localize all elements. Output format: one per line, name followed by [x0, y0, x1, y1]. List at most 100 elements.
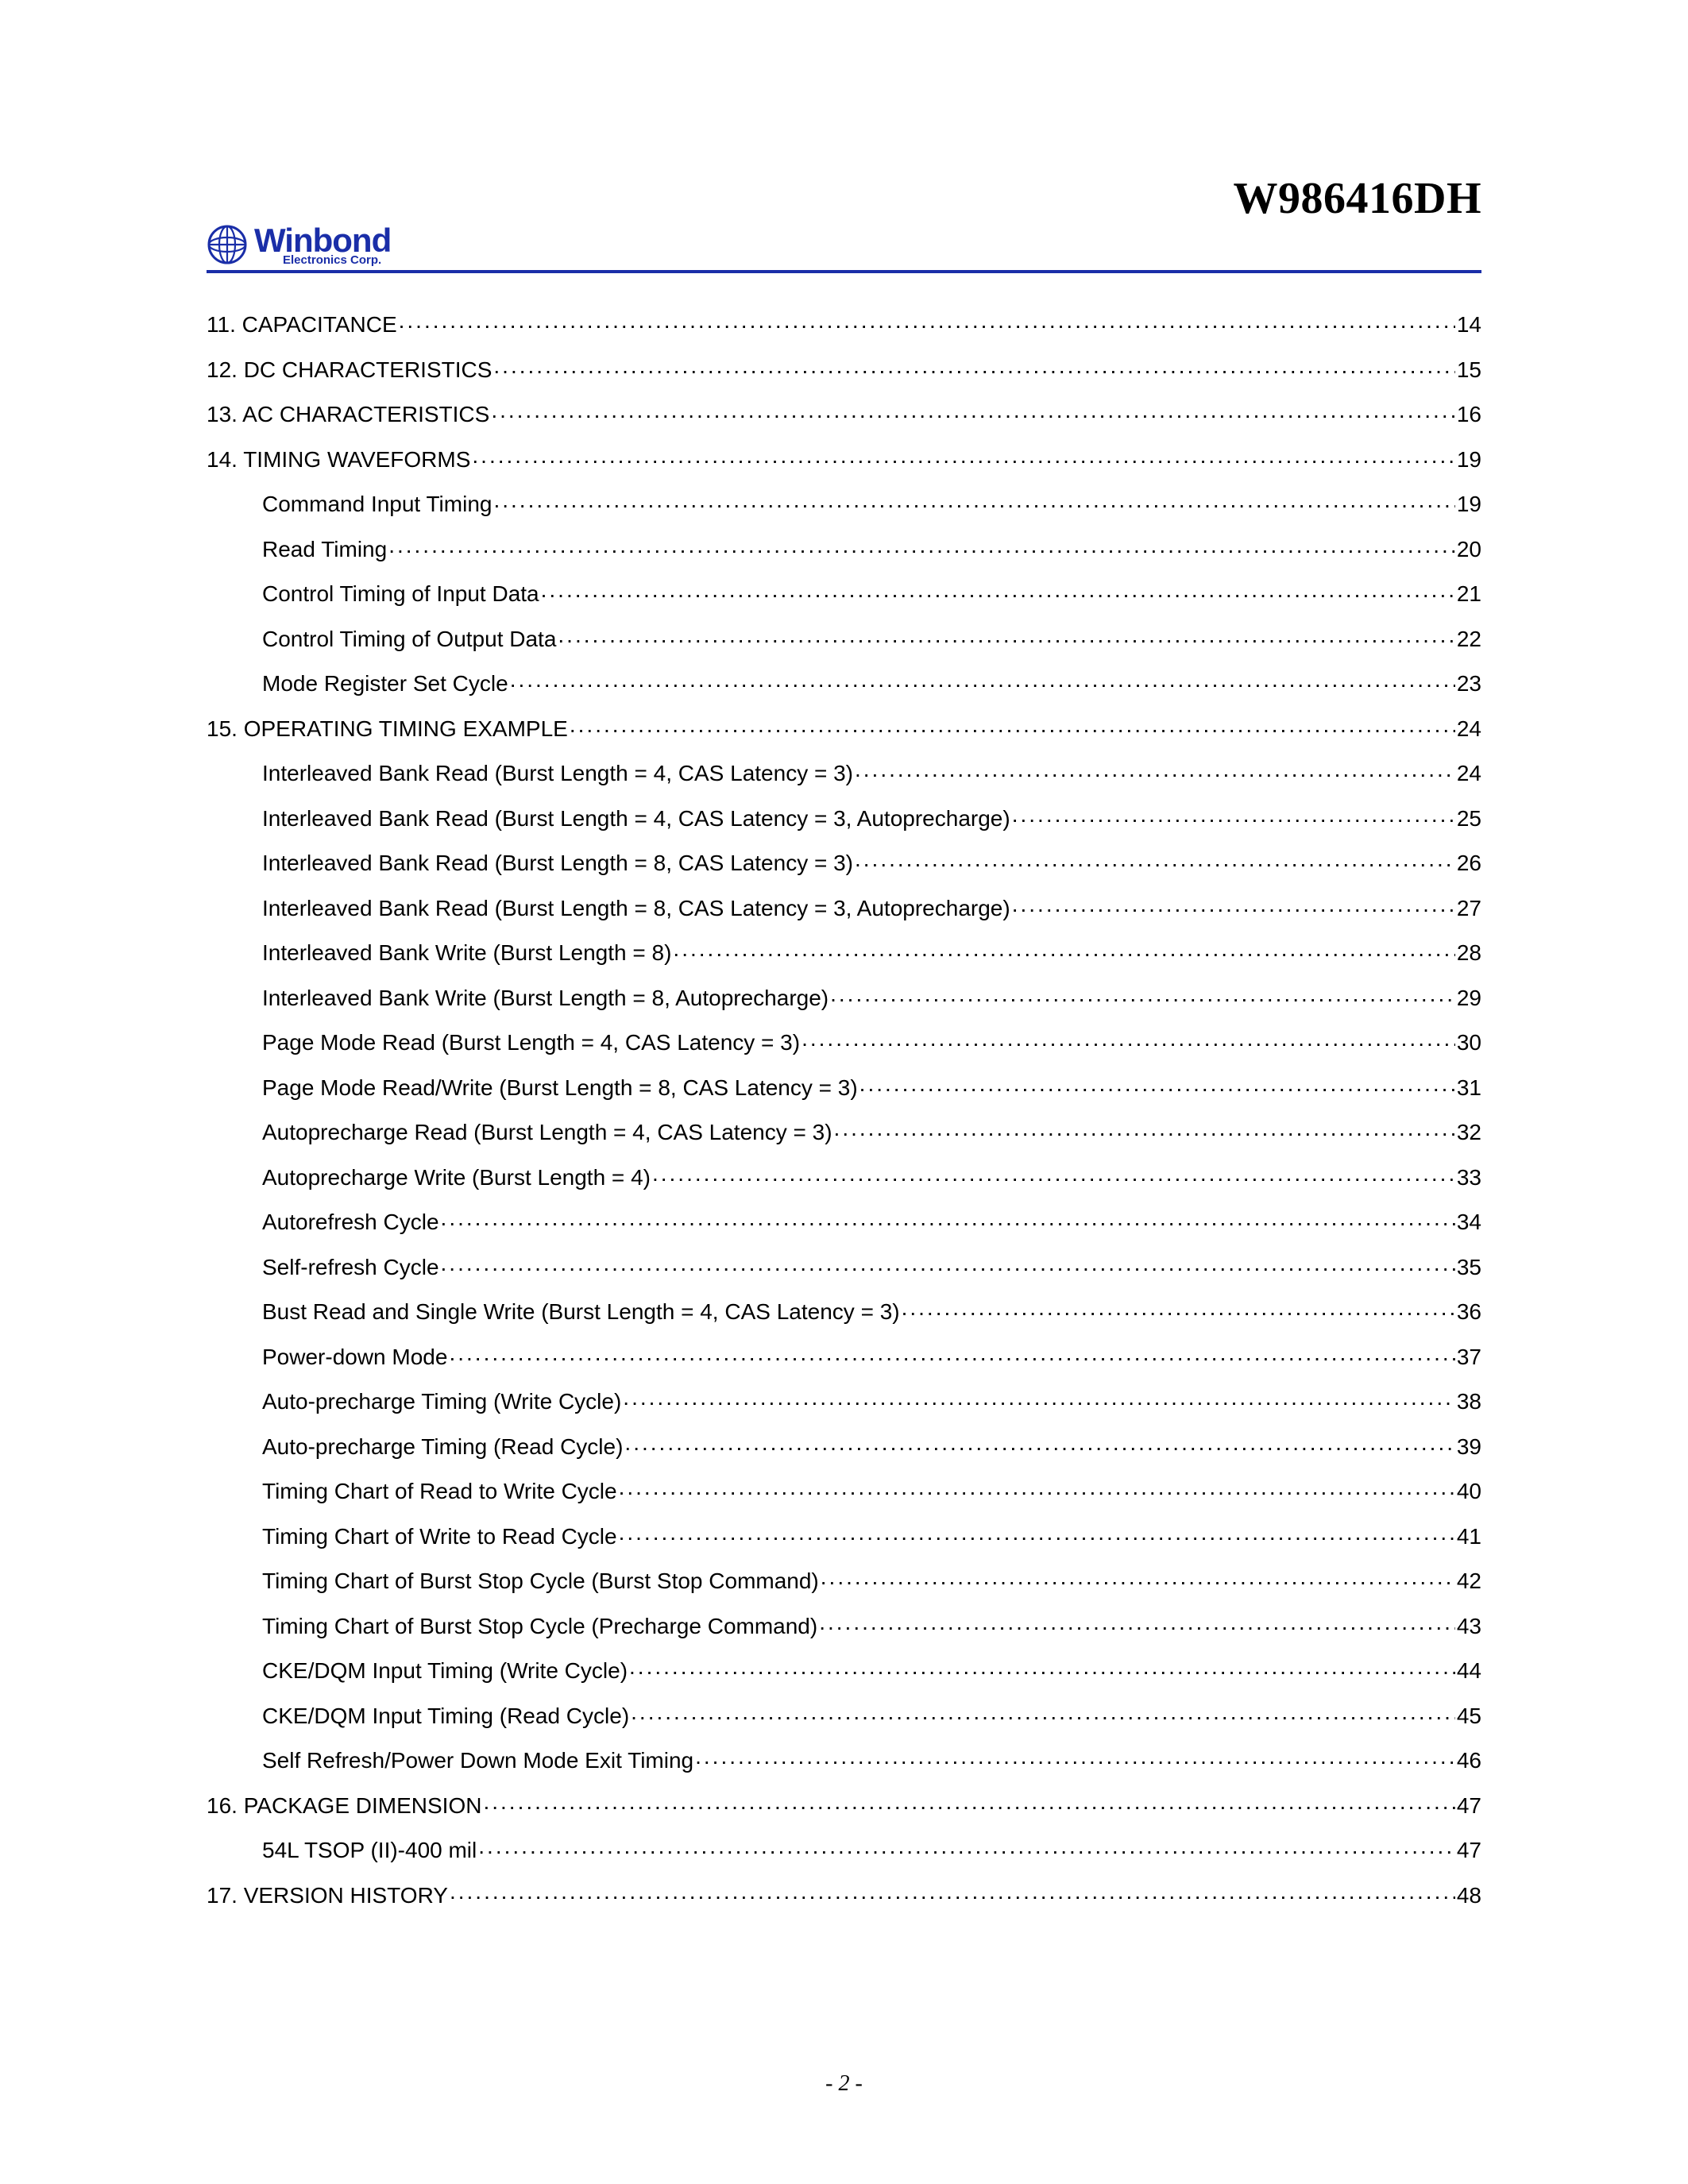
- brand-logo: Winbond Electronics Corp.: [207, 224, 391, 266]
- toc-label: Timing Chart of Write to Read Cycle: [262, 1526, 617, 1548]
- toc-page: 22: [1457, 628, 1481, 650]
- toc-label: 13. AC CHARACTERISTICS: [207, 403, 489, 426]
- toc-page: 32: [1457, 1121, 1481, 1144]
- brand-name: Winbond: [254, 224, 391, 257]
- toc-label: Control Timing of Input Data: [262, 583, 539, 605]
- toc-page: 44: [1457, 1660, 1481, 1682]
- toc-entry: Timing Chart of Burst Stop Cycle (Burst …: [207, 1566, 1481, 1592]
- brand-subtitle: Electronics Corp.: [283, 254, 391, 266]
- toc-entry: Page Mode Read/Write (Burst Length = 8, …: [207, 1073, 1481, 1099]
- toc-entry: Bust Read and Single Write (Burst Length…: [207, 1297, 1481, 1323]
- toc-leader: [1012, 804, 1455, 826]
- toc-label: Command Input Timing: [262, 493, 492, 515]
- toc-label: CKE/DQM Input Timing (Write Cycle): [262, 1660, 628, 1682]
- toc-leader: [472, 445, 1454, 467]
- toc-entry: Read Timing 20: [207, 534, 1481, 561]
- toc-leader: [695, 1746, 1455, 1768]
- toc-leader: [623, 1387, 1455, 1409]
- toc-entry: Timing Chart of Burst Stop Cycle (Precha…: [207, 1611, 1481, 1638]
- toc-entry: Self Refresh/Power Down Mode Exit Timing…: [207, 1746, 1481, 1772]
- toc-entry: Self-refresh Cycle35: [207, 1252, 1481, 1279]
- toc-page: 24: [1457, 718, 1481, 740]
- toc-label: Self-refresh Cycle: [262, 1256, 439, 1279]
- toc-page: 21: [1457, 583, 1481, 605]
- toc-label: Timing Chart of Read to Write Cycle: [262, 1480, 617, 1503]
- toc-entry: Page Mode Read (Burst Length = 4, CAS La…: [207, 1028, 1481, 1054]
- toc-page: 34: [1457, 1211, 1481, 1233]
- toc-label: Page Mode Read (Burst Length = 4, CAS La…: [262, 1032, 800, 1054]
- table-of-contents: 11. CAPACITANCE1412. DC CHARACTERISTICS1…: [207, 310, 1481, 1907]
- toc-entry: Control Timing of Input Data 21: [207, 579, 1481, 605]
- toc-page: 43: [1457, 1615, 1481, 1638]
- toc-label: Page Mode Read/Write (Burst Length = 8, …: [262, 1077, 858, 1099]
- toc-label: Power-down Mode: [262, 1346, 447, 1368]
- toc-label: Timing Chart of Burst Stop Cycle (Burst …: [262, 1570, 819, 1592]
- toc-entry: Interleaved Bank Read (Burst Length = 8,…: [207, 848, 1481, 874]
- toc-entry: CKE/DQM Input Timing (Read Cycle) 45: [207, 1701, 1481, 1727]
- toc-leader: [902, 1297, 1455, 1319]
- toc-leader: [449, 1342, 1454, 1364]
- toc-entry: Control Timing of Output Data22: [207, 624, 1481, 650]
- toc-page: 19: [1457, 493, 1481, 515]
- toc-leader: [802, 1028, 1455, 1050]
- toc-label: 16. PACKAGE DIMENSION: [207, 1795, 481, 1817]
- toc-entry: Power-down Mode 37: [207, 1342, 1481, 1368]
- toc-page: 16: [1457, 403, 1481, 426]
- toc-leader: [624, 1432, 1454, 1454]
- toc-entry: Interleaved Bank Write (Burst Length = 8…: [207, 983, 1481, 1009]
- toc-leader: [399, 310, 1455, 332]
- toc-page: 41: [1457, 1526, 1481, 1548]
- toc-entry: 14. TIMING WAVEFORMS 19: [207, 445, 1481, 471]
- toc-entry: Auto-precharge Timing (Read Cycle)39: [207, 1432, 1481, 1458]
- toc-entry: 54L TSOP (II)-400 mil47: [207, 1835, 1481, 1862]
- toc-entry: Autoprecharge Read (Burst Length = 4, CA…: [207, 1117, 1481, 1144]
- toc-leader: [619, 1476, 1455, 1499]
- toc-page: 38: [1457, 1391, 1481, 1413]
- toc-entry: 15. OPERATING TIMING EXAMPLE24: [207, 714, 1481, 740]
- toc-entry: Interleaved Bank Write (Burst Length = 8…: [207, 938, 1481, 964]
- toc-leader: [631, 1701, 1455, 1723]
- toc-entry: Autorefresh Cycle34: [207, 1207, 1481, 1233]
- toc-label: Self Refresh/Power Down Mode Exit Timing: [262, 1750, 693, 1772]
- toc-page: 46: [1457, 1750, 1481, 1772]
- toc-page: 37: [1457, 1346, 1481, 1368]
- toc-leader: [629, 1656, 1455, 1678]
- toc-page: 28: [1457, 942, 1481, 964]
- toc-leader: [493, 489, 1454, 511]
- toc-leader: [855, 848, 1455, 870]
- toc-label: Auto-precharge Timing (Read Cycle): [262, 1436, 623, 1458]
- toc-leader: [441, 1207, 1455, 1229]
- toc-label: Timing Chart of Burst Stop Cycle (Precha…: [262, 1615, 817, 1638]
- toc-label: Read Timing: [262, 538, 387, 561]
- page-number: - 2 -: [0, 2071, 1688, 2097]
- toc-page: 45: [1457, 1705, 1481, 1727]
- toc-entry: Timing Chart of Write to Read Cycle 41: [207, 1522, 1481, 1548]
- toc-leader: [819, 1611, 1455, 1634]
- toc-page: 15: [1457, 359, 1481, 381]
- toc-page: 30: [1457, 1032, 1481, 1054]
- globe-icon: [207, 224, 248, 265]
- toc-label: CKE/DQM Input Timing (Read Cycle): [262, 1705, 629, 1727]
- toc-page: 20: [1457, 538, 1481, 561]
- toc-label: 14. TIMING WAVEFORMS: [207, 449, 470, 471]
- toc-entry: 13. AC CHARACTERISTICS 16: [207, 399, 1481, 426]
- toc-entry: Interleaved Bank Read (Burst Length = 4,…: [207, 758, 1481, 785]
- toc-leader: [619, 1522, 1455, 1544]
- toc-leader: [834, 1117, 1455, 1140]
- toc-label: Interleaved Bank Write (Burst Length = 8…: [262, 942, 671, 964]
- toc-label: Interleaved Bank Read (Burst Length = 8,…: [262, 852, 853, 874]
- toc-leader: [821, 1566, 1455, 1588]
- toc-entry: Interleaved Bank Read (Burst Length = 4,…: [207, 804, 1481, 830]
- toc-leader: [830, 983, 1455, 1005]
- toc-label: Interleaved Bank Read (Burst Length = 8,…: [262, 897, 1010, 920]
- toc-label: 12. DC CHARACTERISTICS: [207, 359, 492, 381]
- toc-page: 36: [1457, 1301, 1481, 1323]
- toc-entry: Autoprecharge Write (Burst Length = 4)33: [207, 1163, 1481, 1189]
- toc-label: Interleaved Bank Write (Burst Length = 8…: [262, 987, 829, 1009]
- toc-entry: Timing Chart of Read to Write Cycle40: [207, 1476, 1481, 1503]
- toc-entry: 17. VERSION HISTORY48: [207, 1881, 1481, 1907]
- toc-page: 19: [1457, 449, 1481, 471]
- toc-label: Autoprecharge Write (Burst Length = 4): [262, 1167, 651, 1189]
- toc-leader: [441, 1252, 1455, 1275]
- toc-page: 24: [1457, 762, 1481, 785]
